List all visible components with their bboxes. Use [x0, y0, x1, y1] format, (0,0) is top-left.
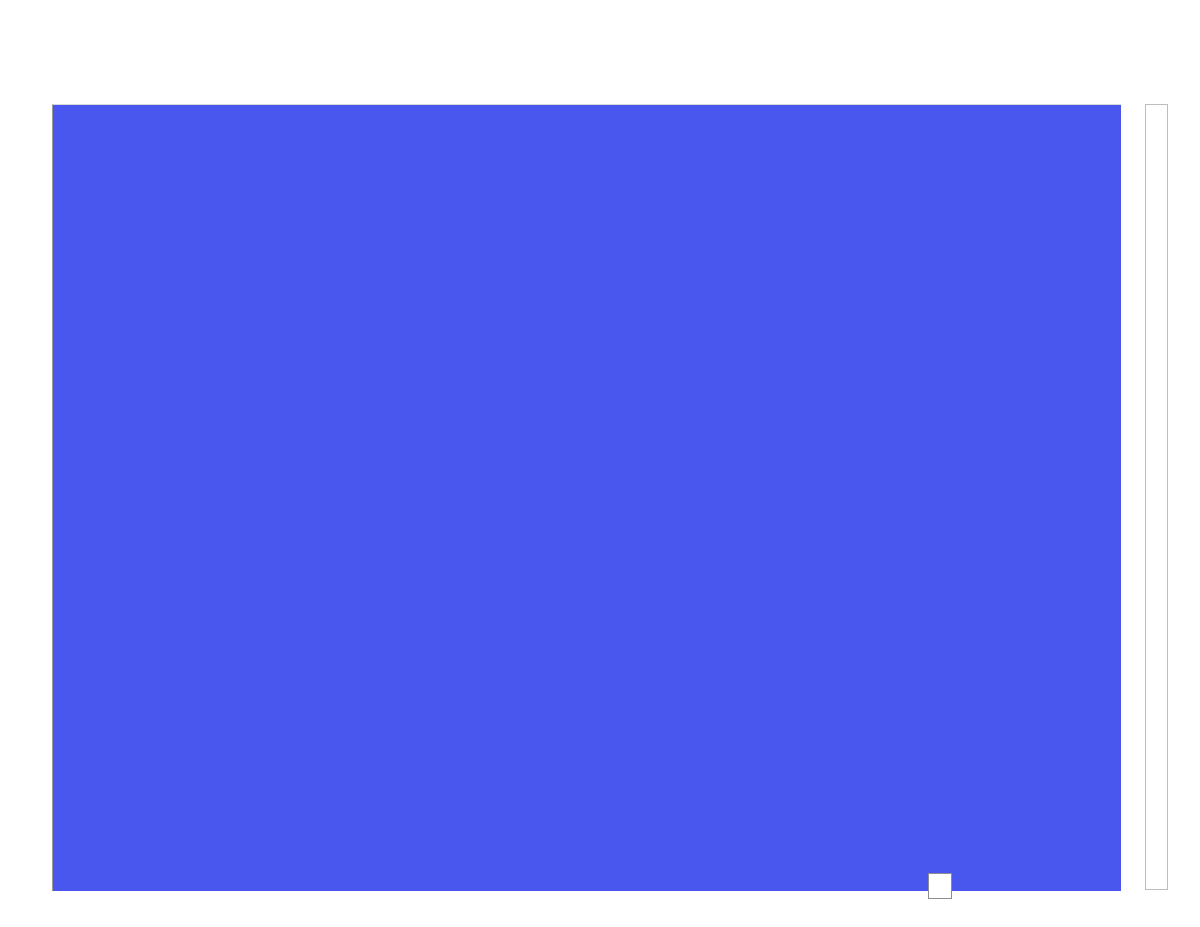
- colorbar: [1145, 104, 1168, 890]
- title-block: [0, 0, 1200, 95]
- wind-speed-shaded-field: [53, 105, 1121, 891]
- weather-map[interactable]: [52, 104, 1121, 891]
- credit-badge: [928, 873, 952, 899]
- colorbar-tick-labels: [1171, 104, 1200, 890]
